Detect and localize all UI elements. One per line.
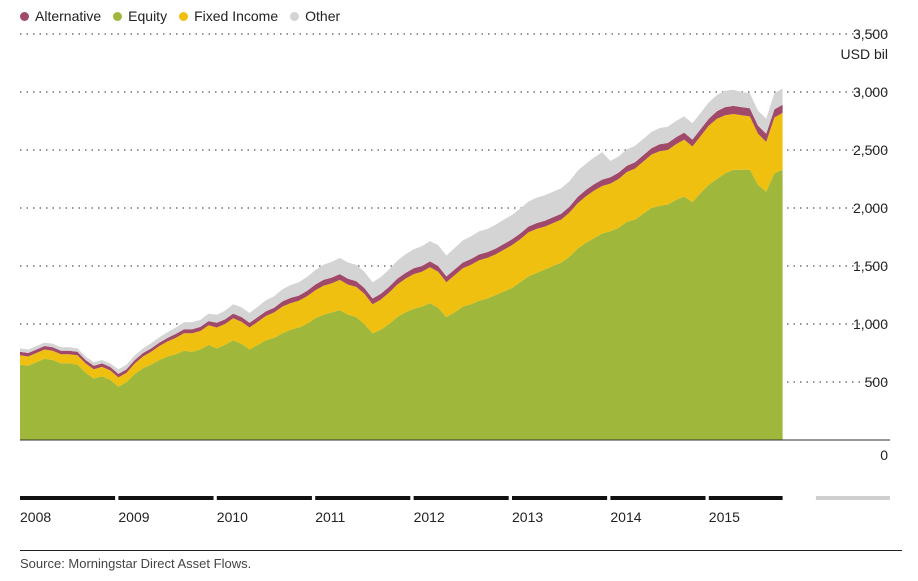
x-tick-label: 2010 — [217, 509, 248, 525]
series-area-fixed-income — [20, 112, 783, 387]
series-area-other — [20, 88, 783, 374]
legend-swatch-equity — [113, 11, 123, 21]
stacked-area-chart: 0 500 1,000 1,500 2,000 2,500 3,000 3,500 USD bi… — [20, 26, 890, 525]
y-tick-label: 500 — [865, 374, 889, 390]
series-area-equity — [20, 169, 783, 440]
y-unit-label: USD bil — [841, 46, 888, 62]
legend-swatch-alternative — [20, 11, 29, 21]
y-tick-label: 0 — [880, 447, 888, 463]
legend-label-other: Other — [305, 8, 341, 24]
legend-item-alternative: Alternative — [20, 8, 101, 24]
x-tick-label: 2009 — [118, 509, 149, 525]
legend-item-other: Other — [290, 8, 340, 24]
y-tick-label: 2,500 — [853, 142, 888, 158]
legend-label-equity: Equity — [128, 8, 168, 24]
x-tick-label: 2011 — [315, 509, 345, 525]
chart-legend: Alternative Equity Fixed Income Other — [20, 6, 352, 26]
x-tick-label: 2014 — [610, 509, 641, 525]
y-tick-label: 1,500 — [853, 258, 888, 274]
legend-swatch-other — [290, 11, 300, 21]
y-tick-label: 2,000 — [853, 200, 888, 216]
legend-label-fixed-income: Fixed Income — [194, 8, 279, 24]
legend-label-alternative: Alternative — [35, 8, 102, 24]
x-tick-label: 2015 — [709, 509, 740, 525]
legend-swatch-fixed-income — [179, 11, 189, 21]
x-tick-label: 2012 — [414, 509, 445, 525]
legend-item-equity: Equity — [113, 8, 167, 24]
legend-item-fixed-income: Fixed Income — [179, 8, 278, 24]
y-tick-label: 1,000 — [853, 316, 888, 332]
source-note: Source: Morningstar Direct Asset Flows. — [20, 556, 252, 571]
source-divider — [20, 550, 902, 551]
x-tick-label: 2008 — [20, 509, 51, 525]
x-tick-label: 2013 — [512, 509, 543, 525]
y-tick-label: 3,000 — [853, 84, 888, 100]
y-tick-label: 3,500 — [853, 26, 888, 42]
